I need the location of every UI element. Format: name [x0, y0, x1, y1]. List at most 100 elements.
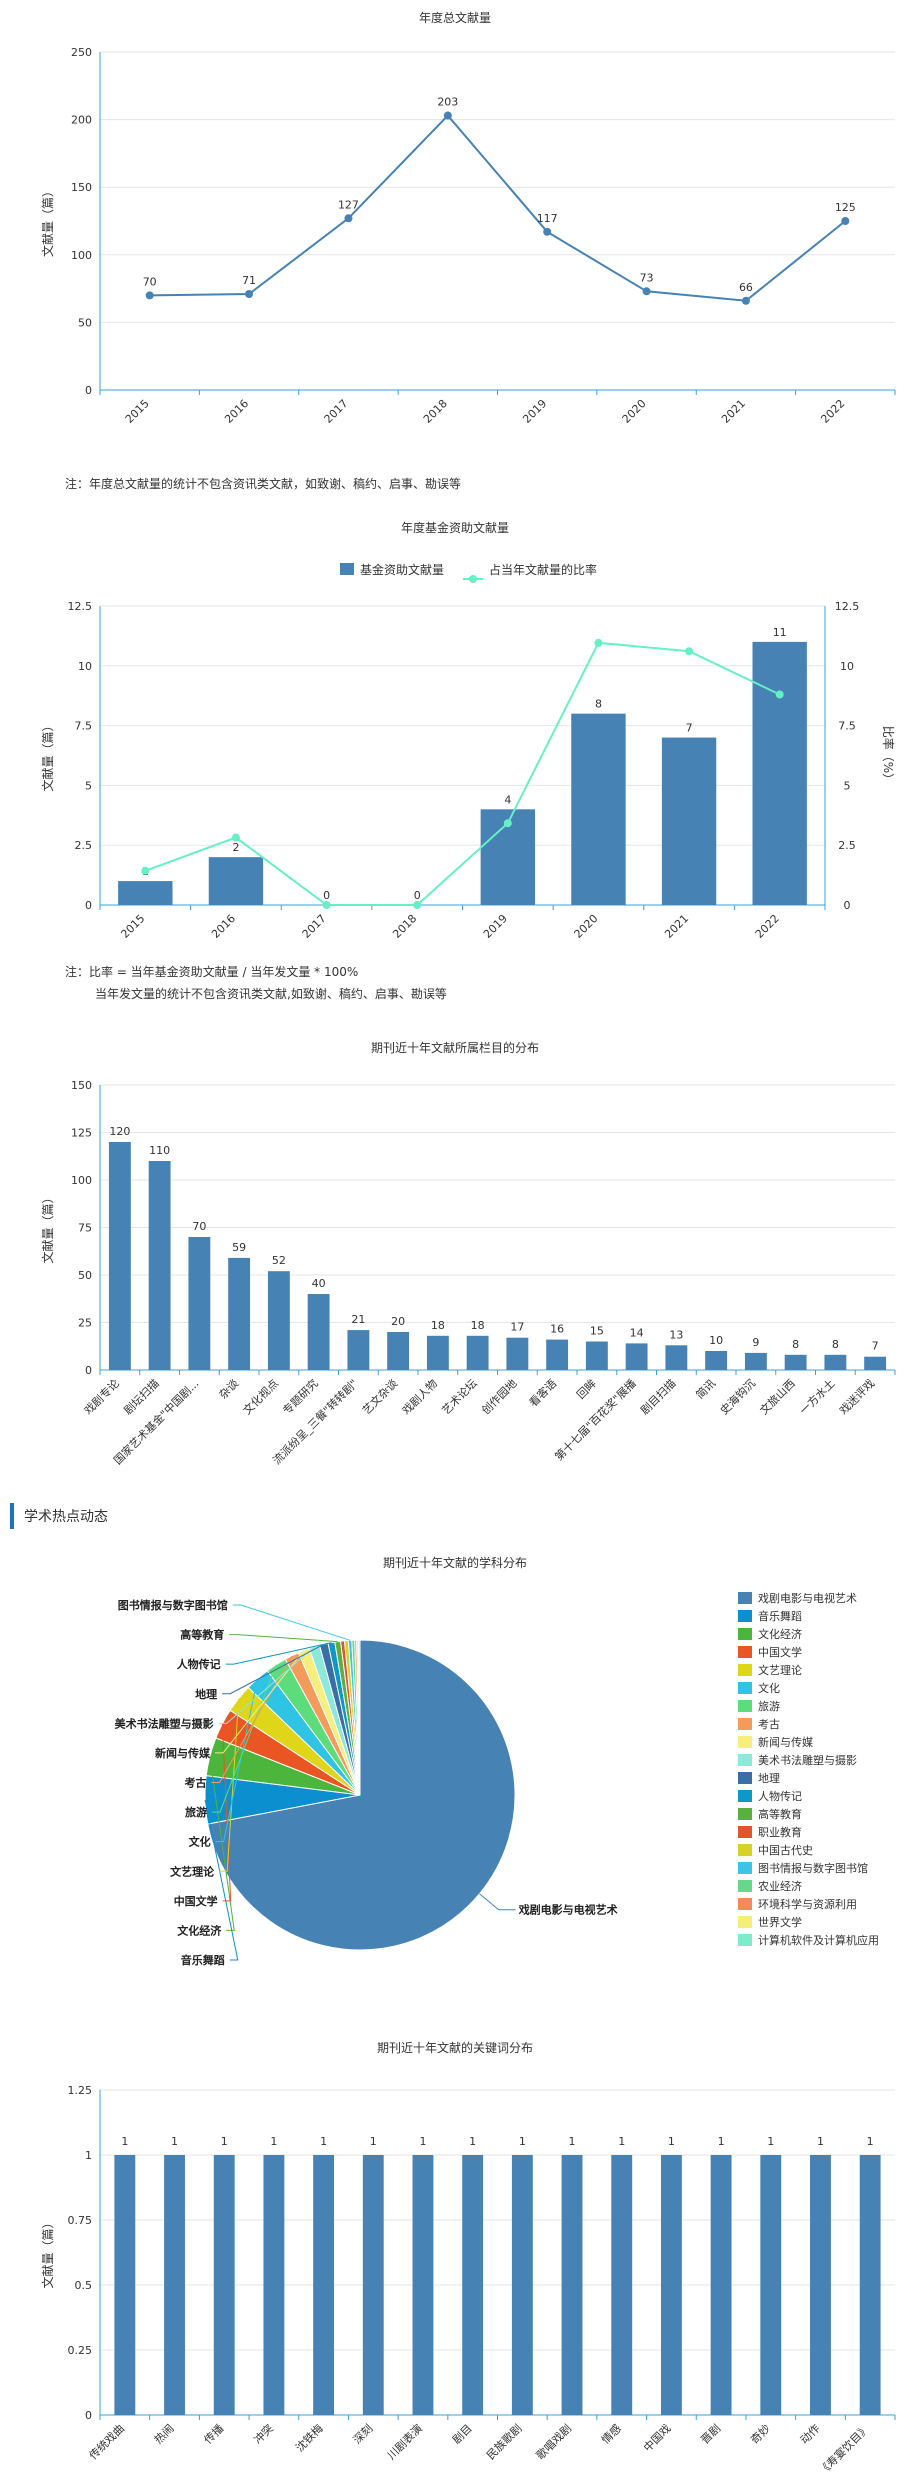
keyword-distribution-chart: 期刊近十年文献的关键词分布 0 0.25 0.5 0.75 1 1.25 文献量（篇） 传统戏曲… [40, 2040, 896, 2478]
column-distribution-chart: 期刊近十年文献所属栏目的分布 0 25 50 75 100 125 150 文献量（篇） 戏剧专论… [40, 1040, 896, 1467]
bar [752, 641, 807, 905]
y-tick-label: 150 [71, 181, 92, 194]
bar [188, 1237, 211, 1370]
x-tick-label: 艺术论坛 [439, 1376, 480, 1417]
x-tick-label: 传统戏曲 [87, 2422, 127, 2462]
x-tick-label: 2019 [520, 397, 549, 426]
y-tick-label: 200 [71, 114, 92, 127]
bar [710, 2155, 732, 2415]
legend-swatch [738, 1754, 752, 1766]
x-tick-label: 2019 [481, 912, 510, 941]
y-right-tick-label: 12.5 [835, 600, 860, 613]
legend-swatch [738, 1682, 752, 1694]
bar [585, 1341, 608, 1370]
data-label: 1 [519, 2135, 526, 2148]
bar [660, 2155, 682, 2415]
data-label: 59 [232, 1241, 246, 1254]
data-label: 18 [431, 1319, 445, 1332]
data-label: 7 [686, 722, 693, 735]
x-tick-label: 中国戏 [641, 2422, 674, 2455]
bar [267, 1271, 290, 1370]
bar [108, 1142, 131, 1370]
y-tick-label: 75 [78, 1222, 92, 1235]
bar [466, 1335, 489, 1370]
ratio-point [231, 833, 240, 842]
x-tick-label: 2018 [421, 397, 450, 426]
bar [824, 1354, 847, 1370]
data-label: 1 [817, 2135, 824, 2148]
data-label: 1 [320, 2135, 327, 2148]
bar [362, 2155, 384, 2415]
data-label: 120 [109, 1125, 130, 1138]
data-label: 70 [143, 275, 157, 288]
bar [760, 2155, 782, 2415]
y-right-tick-label: 2.5 [838, 839, 856, 852]
legend-label: 职业教育 [758, 1825, 802, 1839]
ratio-point [775, 690, 784, 699]
data-label: 11 [773, 626, 787, 639]
data-label: 70 [192, 1220, 206, 1233]
bar [611, 2155, 633, 2415]
data-label: 1 [171, 2135, 178, 2148]
chart-title: 期刊近十年文献所属栏目的分布 [371, 1040, 539, 1055]
y-tick-label: 50 [78, 1269, 92, 1282]
y-tick-label: 0.25 [68, 2344, 93, 2357]
pie-callout-label: 新闻与传媒 [155, 1746, 211, 1760]
y-right-tick-label: 7.5 [838, 720, 856, 733]
data-label: 66 [739, 281, 753, 294]
legend-swatch [738, 1790, 752, 1802]
x-tick-label: 沈铁梅 [292, 2421, 325, 2454]
ratio-point [503, 819, 512, 828]
x-tick-label: 剧目 [450, 2422, 475, 2447]
data-label: 117 [537, 212, 558, 225]
pie-callout-label: 高等教育 [180, 1628, 224, 1642]
data-label: 71 [242, 274, 256, 287]
pie-callout-label: 中国文学 [174, 1894, 218, 1908]
data-point [145, 291, 154, 300]
data-label: 8 [792, 1338, 799, 1351]
data-label: 110 [149, 1144, 170, 1157]
x-tick-label: 2016 [222, 397, 251, 426]
legend-swatch [738, 1898, 752, 1910]
x-tick-label: 2017 [322, 397, 351, 426]
data-point [344, 214, 353, 223]
y-axis-right-label: 比率（%） [881, 726, 896, 785]
callout-line [212, 1664, 277, 1813]
legend-label: 图书情报与数字图书馆 [758, 1861, 868, 1875]
bar [263, 2155, 285, 2415]
legend-label: 中国文学 [758, 1645, 802, 1659]
x-tick-label: 热闹 [152, 2422, 177, 2447]
chart-title: 年度基金资助文献量 [401, 520, 509, 535]
data-point [642, 287, 651, 296]
section-title: 学术热点动态 [24, 1509, 108, 1525]
callout-line [229, 1634, 338, 1643]
callout-line [222, 1643, 325, 1695]
bar [118, 881, 173, 905]
chart2-note-line1: 注：比率 = 当年基金资助文献量 / 当年发文量 * 100% [65, 965, 359, 979]
pie-slice [358, 1639, 361, 1796]
pie-callout-label: 文化经济 [177, 1923, 222, 1937]
data-point [443, 111, 452, 120]
legend-swatch [738, 1646, 752, 1658]
bar [114, 2155, 136, 2415]
legend-swatch [738, 1772, 752, 1784]
ratio-point [594, 638, 603, 647]
bar [665, 1345, 688, 1370]
y-tick-label: 150 [71, 1079, 92, 1092]
data-label: 10 [709, 1334, 723, 1347]
chart1-note: 注：年度总文献量的统计不包含资讯类文献，如致谢、稿约、启事、勘误等 [65, 477, 462, 491]
data-label: 1 [618, 2135, 625, 2148]
legend-swatch [738, 1826, 752, 1838]
legend-swatch [738, 1628, 752, 1640]
legend-label: 人物传记 [758, 1789, 802, 1803]
legend-label: 新闻与传媒 [758, 1735, 813, 1749]
pie-callout-label: 美术书法雕塑与摄影 [115, 1716, 214, 1730]
y-tick-label: 0 [85, 899, 92, 912]
pie-callout-label: 文艺理论 [170, 1864, 215, 1878]
x-tick-label: 2020 [572, 912, 601, 941]
x-tick-label: 剧目扫描 [637, 1376, 678, 1417]
x-tick-label: 艺文杂谈 [359, 1376, 400, 1417]
data-label: 8 [595, 698, 602, 711]
x-tick-label: 文旅山西 [757, 1376, 798, 1417]
pie-callout-label: 图书情报与数字图书馆 [118, 1598, 228, 1612]
